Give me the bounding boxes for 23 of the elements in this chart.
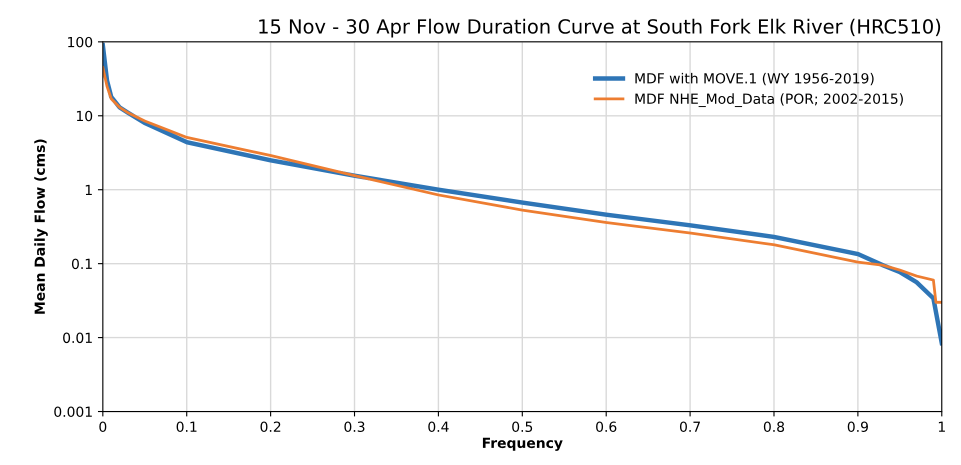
x-tick-label: 1 [938,422,945,432]
y-tick-label: 100 [68,36,92,48]
x-tick-label: 0.4 [428,421,449,432]
x-tick-label: 0.6 [596,421,616,432]
y-axis-title: Mean Daily Flow (cms) [34,140,48,314]
x-tick-label: 0 [99,421,106,432]
legend-label: MDF NHE_Mod_Data (POR; 2002-2015) [635,93,903,108]
x-tick-label: 0.9 [848,421,868,432]
x-axis-title: Frequency [482,438,563,451]
legend-label: MDF with MOVE.1 (WY 1956-2019) [635,72,874,86]
chart-title: 15 Nov - 30 Apr Flow Duration Curve at South Fork Elk River (HRC510) [259,18,940,38]
x-tick-label: 0.5 [512,421,532,432]
x-tick-label: 0.1 [176,421,196,432]
y-tick-label: 0.001 [54,406,92,417]
x-tick-label: 0.8 [764,421,784,432]
x-tick-label: 0.3 [344,421,364,432]
y-tick-label: 0.1 [72,258,92,270]
y-tick-label: 10 [76,110,92,122]
y-tick-label: 1 [86,184,92,195]
y-tick-label: 0.01 [63,332,92,344]
line-series [102,66,942,304]
x-tick-label: 0.2 [260,421,280,432]
x-tick-label: 0.7 [680,421,700,432]
